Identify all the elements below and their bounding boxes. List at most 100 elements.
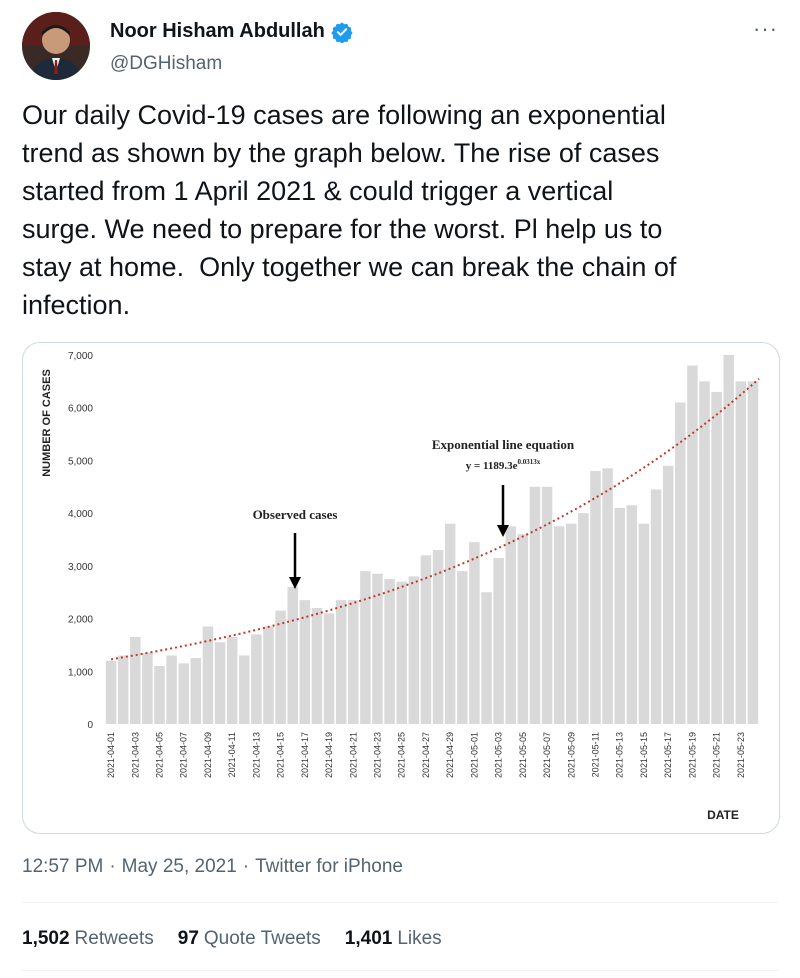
x-tick-label: 2021-05-21 — [712, 732, 722, 778]
tweet-media-chart[interactable]: 0 1,000 2,000 3,000 4,000 5,000 6,000 7,000 202… — [22, 342, 780, 834]
bar-2021-04-10 — [214, 642, 226, 724]
bar-2021-05-21 — [711, 391, 722, 724]
bar-2021-04-19 — [323, 613, 335, 724]
author-name[interactable]: Noor Hisham Abdullah — [110, 20, 325, 42]
trend-line — [110, 378, 760, 661]
tweet-source[interactable]: Twitter for iPhone — [255, 856, 403, 877]
bar-2021-05-13 — [614, 507, 625, 724]
x-tick-label: 2021-05-19 — [687, 732, 697, 778]
equation-exponent: 0.0313x — [518, 458, 541, 466]
retweets-stat[interactable]: 1,502 Retweets — [22, 928, 154, 950]
more-horizontal-icon[interactable]: ··· — [753, 16, 778, 41]
x-tick-label: 2021-04-15 — [276, 732, 286, 778]
bar-2021-04-24 — [384, 579, 395, 724]
y-tick-label: 5,000 — [68, 456, 93, 467]
x-tick-label: 2021-04-21 — [348, 732, 358, 778]
bar-2021-04-12 — [239, 655, 250, 724]
equation-text: y = 1189.3e0.0313x — [466, 458, 541, 472]
quotes-label: Quote Tweets — [203, 928, 321, 949]
retweets-count: 1,502 — [22, 928, 70, 949]
bar-2021-04-09 — [202, 626, 214, 724]
x-tick-label: 2021-05-09 — [566, 732, 576, 778]
x-tick-label: 2021-05-07 — [542, 732, 552, 778]
chart-bars — [105, 355, 759, 724]
y-tick-label: 0 — [87, 720, 93, 731]
avatar-image — [22, 12, 90, 80]
y-tick-label: 6,000 — [68, 404, 93, 415]
retweets-label: Retweets — [74, 928, 154, 949]
equation-arrowhead — [497, 525, 509, 537]
bar-2021-05-11 — [590, 470, 601, 724]
bar-2021-04-17 — [299, 600, 311, 724]
bar-2021-05-06 — [529, 486, 541, 724]
x-tick-label: 2021-04-13 — [251, 732, 261, 778]
y-tick-label: 2,000 — [68, 615, 93, 626]
bar-2021-04-26 — [408, 576, 420, 724]
quote-tweets-stat[interactable]: 97 Quote Tweets — [178, 928, 321, 950]
x-axis-ticks: 2021-04-01 2021-04-03 2021-04-05 2021-04-07… — [106, 732, 746, 778]
bar-2021-05-18 — [675, 402, 686, 724]
x-tick-label: 2021-05-03 — [494, 732, 504, 778]
bar-2021-05-08 — [553, 526, 565, 724]
bar-2021-05-22 — [723, 355, 734, 724]
y-tick-label: 1,000 — [68, 667, 93, 678]
x-tick-label: 2021-04-23 — [373, 732, 383, 778]
divider — [22, 970, 778, 971]
bar-2021-04-16 — [287, 586, 298, 724]
bar-2021-04-14 — [263, 626, 274, 724]
bar-2021-05-17 — [662, 465, 674, 724]
tweet-time[interactable]: 12:57 PM — [22, 856, 104, 877]
x-axis-label: DATE — [707, 808, 739, 822]
bar-2021-05-03 — [493, 557, 504, 724]
bar-2021-04-30 — [457, 571, 468, 724]
bar-2021-05-07 — [541, 486, 553, 724]
x-tick-label: 2021-04-29 — [445, 732, 455, 778]
bar-2021-05-05 — [517, 534, 529, 724]
x-tick-label: 2021-04-05 — [155, 732, 165, 778]
observed-cases-arrowhead — [289, 577, 301, 589]
bar-2021-04-04 — [142, 652, 153, 724]
x-tick-label: 2021-04-11 — [227, 732, 237, 777]
likes-label: Likes — [397, 928, 442, 949]
bar-2021-04-11 — [226, 637, 238, 724]
bar-2021-04-08 — [190, 658, 202, 724]
bar-2021-05-20 — [699, 381, 710, 724]
equation-base: y = 1189.3e — [466, 460, 518, 472]
x-tick-label: 2021-04-09 — [203, 732, 213, 778]
avatar[interactable] — [22, 12, 90, 80]
bar-2021-04-02 — [117, 655, 129, 724]
likes-count: 1,401 — [344, 928, 393, 949]
divider — [22, 902, 778, 903]
bar-2021-05-12 — [602, 468, 613, 724]
bar-chart: 0 1,000 2,000 3,000 4,000 5,000 6,000 7,000 202… — [41, 351, 760, 822]
bar-2021-05-23 — [735, 381, 747, 724]
tweet-date[interactable]: May 25, 2021 — [121, 856, 237, 877]
bar-2021-05-24 — [747, 381, 759, 724]
tweet-stats: 1,502 Retweets 97 Quote Tweets 1,401 Likes — [22, 928, 442, 950]
author-handle[interactable]: @DGHisham — [110, 53, 223, 74]
likes-stat[interactable]: 1,401 Likes — [345, 928, 442, 950]
bar-2021-05-16 — [650, 489, 662, 724]
x-tick-label: 2021-05-05 — [518, 732, 528, 778]
tweet-meta: 12:57 PM · May 25, 2021 · Twitter for iPhone — [22, 856, 409, 878]
bar-2021-05-02 — [481, 592, 492, 724]
x-tick-label: 2021-04-27 — [421, 732, 431, 778]
meta-separator: · — [109, 856, 116, 877]
y-tick-label: 4,000 — [68, 509, 93, 520]
y-tick-label: 7,000 — [68, 351, 93, 362]
x-tick-label: 2021-05-01 — [469, 732, 479, 778]
tweet-header: Noor Hisham Abdullah @DGHisham ··· — [22, 8, 782, 88]
bar-2021-05-15 — [638, 523, 650, 724]
bar-2021-04-25 — [396, 581, 407, 724]
bar-2021-05-14 — [626, 505, 638, 724]
bar-2021-04-28 — [432, 550, 444, 724]
quotes-count: 97 — [177, 928, 199, 949]
bar-2021-04-15 — [275, 610, 286, 724]
bar-2021-04-13 — [251, 634, 262, 724]
bar-2021-05-09 — [566, 523, 577, 724]
x-tick-label: 2021-05-11 — [591, 732, 601, 777]
bar-2021-04-22 — [360, 571, 371, 724]
bar-2021-04-05 — [154, 666, 165, 724]
bar-2021-04-07 — [178, 663, 189, 724]
x-tick-label: 2021-05-15 — [639, 732, 649, 778]
